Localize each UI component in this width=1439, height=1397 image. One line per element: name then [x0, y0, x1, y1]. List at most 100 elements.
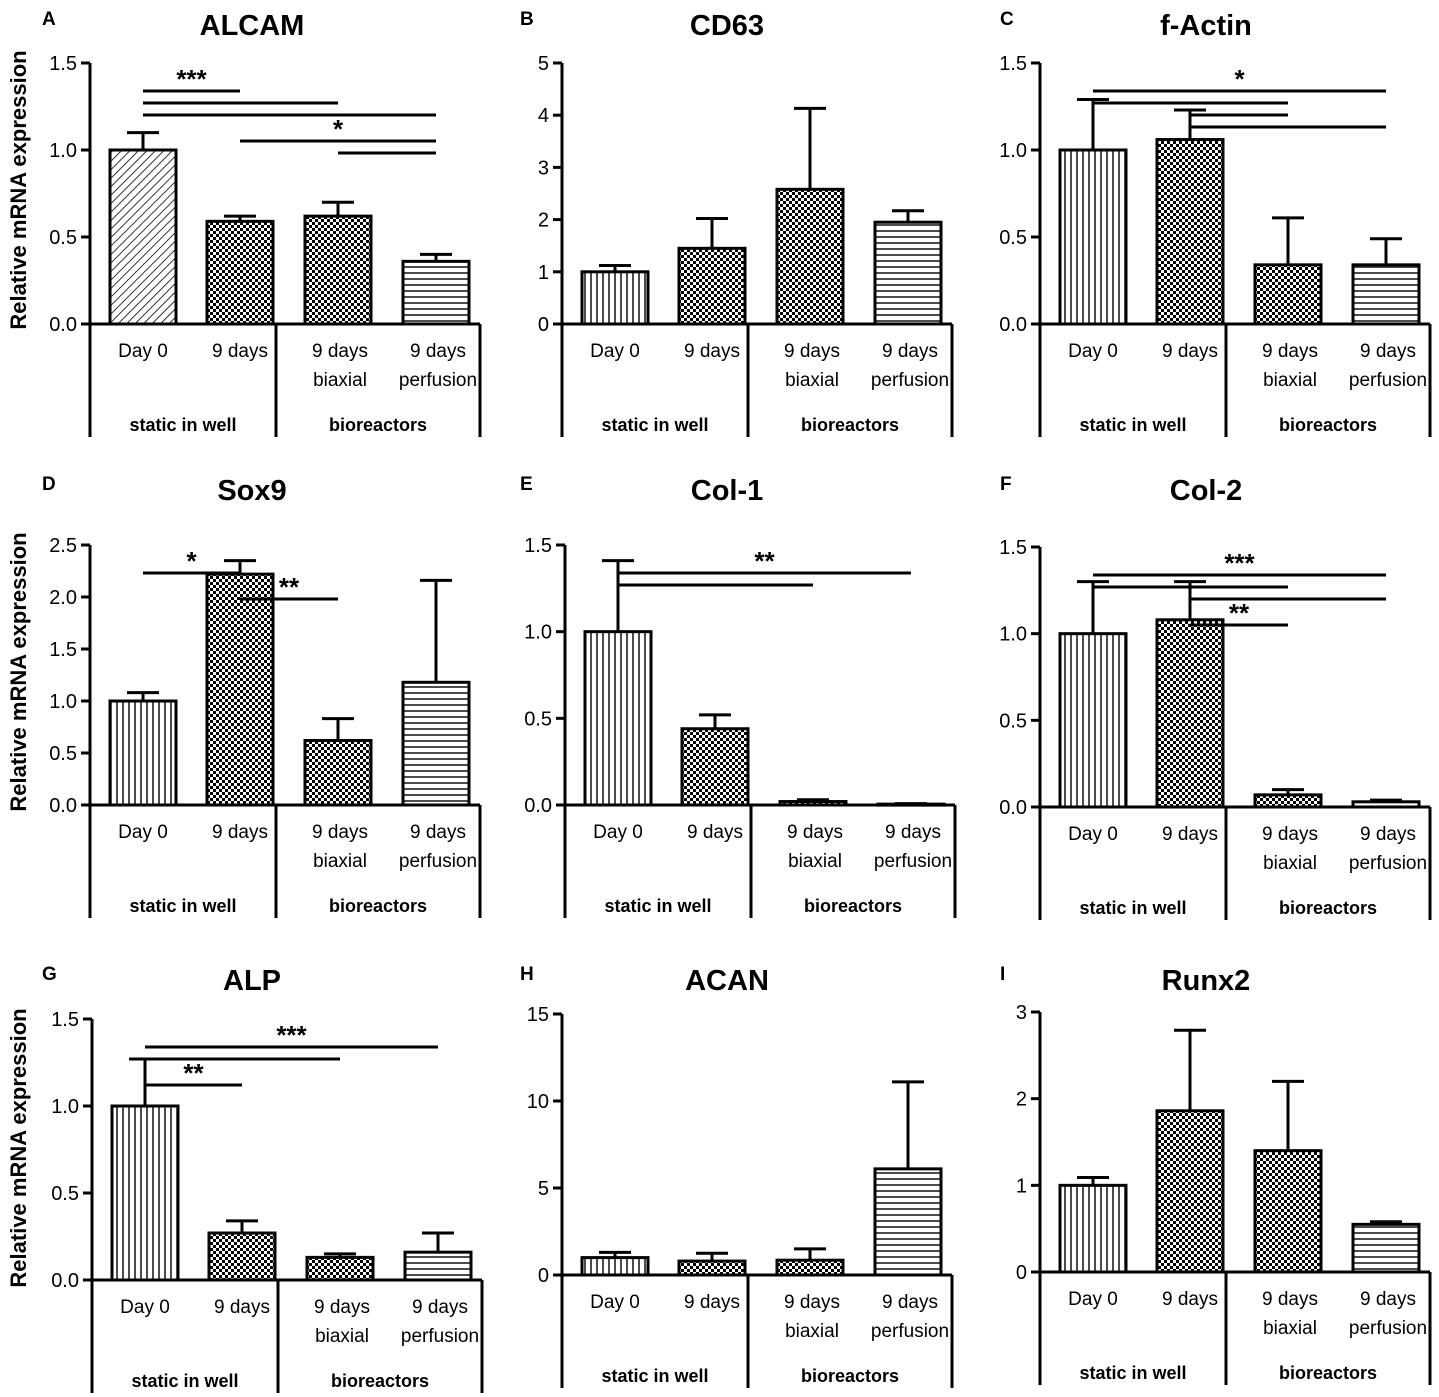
y-tick-label: 4 [538, 105, 549, 127]
group-label: static in well [601, 415, 708, 435]
y-tick-label: 0.0 [49, 314, 77, 336]
category-label: 9 days [1162, 1289, 1218, 1310]
bar [1058, 148, 1128, 326]
y-axis-title: Relative mRNA expression [6, 1008, 31, 1287]
category-label: 9 days [312, 822, 368, 843]
category-label: 9 days [1262, 341, 1318, 362]
y-tick-label: 0.0 [51, 1270, 79, 1292]
y-tick-label: 3 [538, 157, 549, 179]
y-tick-label: 1.5 [999, 537, 1027, 559]
group-label: static in well [129, 415, 236, 435]
panel-g: G ALP 0.0 0.5 1.0 1.5 Day 0 9 days 9 days biaxial… [42, 964, 484, 1393]
significance-label: * [1234, 64, 1245, 94]
category-label: 9 days [784, 1292, 840, 1313]
panel-letter: I [1000, 964, 1005, 985]
category-label: 9 days [1262, 1289, 1318, 1310]
panel-title: Sox9 [217, 475, 286, 507]
y-tick-label: 0.5 [51, 1183, 79, 1205]
group-label: static in well [601, 1366, 708, 1386]
panels-layer: A ALCAM 0.0 0.5 1.0 1.5 Day 0 9 days 9 days biaxi… [6, 9, 1432, 1393]
category-label: perfusion [874, 851, 952, 872]
bar [1155, 618, 1225, 809]
panel-title: CD63 [690, 10, 764, 42]
category-label: perfusion [871, 1321, 949, 1342]
significance-label: ** [183, 1058, 204, 1088]
panel-letter: B [520, 9, 534, 30]
y-tick-label: 0.0 [49, 795, 77, 817]
bar [873, 220, 943, 326]
category-label: 9 days [1162, 341, 1218, 362]
bar [108, 148, 178, 326]
group-label: bioreactors [801, 415, 899, 435]
panel-letter: H [520, 964, 534, 985]
category-label: biaxial [313, 370, 367, 391]
bar [1253, 263, 1323, 326]
panel-letter: A [42, 9, 56, 30]
y-tick-label: 1.0 [49, 140, 77, 162]
group-label: static in well [604, 896, 711, 916]
category-label: biaxial [788, 851, 842, 872]
bar [303, 214, 373, 326]
bar [1155, 1109, 1225, 1274]
category-label: 9 days [314, 1297, 370, 1318]
significance-label: ** [279, 572, 300, 602]
bar [680, 727, 750, 807]
category-label: 9 days [882, 341, 938, 362]
category-label: 9 days [684, 1292, 740, 1313]
category-label: 9 days [1262, 824, 1318, 845]
y-axis-title: Relative mRNA expression [6, 50, 31, 329]
panel-e: E Col-1 0.0 0.5 1.0 1.5 Day 0 9 days 9 days biaxi… [520, 474, 957, 918]
category-label: 9 days [885, 822, 941, 843]
group-label: bioreactors [801, 1366, 899, 1386]
category-label: biaxial [1263, 1318, 1317, 1339]
category-label: 9 days [882, 1292, 938, 1313]
y-tick-label: 0 [538, 1265, 549, 1287]
y-tick-label: 0 [538, 314, 549, 336]
group-label: bioreactors [329, 896, 427, 916]
panel-i: I Runx2 0 1 2 3 Day 0 9 days 9 days biaxial 9 days… [1000, 964, 1432, 1385]
category-label: Day 0 [1068, 824, 1118, 845]
bar [1351, 263, 1421, 326]
panel-title: ACAN [685, 965, 769, 997]
bar [108, 699, 178, 807]
group-label: static in well [129, 896, 236, 916]
group-label: bioreactors [331, 1371, 429, 1391]
bar [207, 1231, 277, 1282]
y-tick-label: 1.5 [51, 1009, 79, 1031]
bar [677, 246, 747, 326]
bar [1155, 138, 1225, 326]
bar [403, 1250, 473, 1282]
category-label: 9 days [410, 341, 466, 362]
significance-label: * [333, 114, 344, 144]
group-label: bioreactors [804, 896, 902, 916]
category-label: biaxial [1263, 370, 1317, 391]
category-label: 9 days [1360, 1289, 1416, 1310]
y-tick-label: 0.5 [999, 227, 1027, 249]
category-label: 9 days [312, 341, 368, 362]
category-label: 9 days [784, 341, 840, 362]
y-tick-label: 1.0 [51, 1096, 79, 1118]
panel-letter: D [42, 474, 56, 495]
group-label: bioreactors [1279, 1363, 1377, 1383]
category-label: 9 days [684, 341, 740, 362]
y-tick-label: 1.0 [999, 624, 1027, 646]
category-label: perfusion [1349, 370, 1427, 391]
y-tick-label: 1.5 [49, 53, 77, 75]
y-tick-label: 1.0 [524, 622, 552, 644]
bar [677, 1259, 747, 1277]
group-label: bioreactors [1279, 415, 1377, 435]
category-label: Day 0 [118, 822, 168, 843]
group-label: static in well [1079, 1363, 1186, 1383]
category-label: Day 0 [590, 1292, 640, 1313]
y-tick-label: 2.5 [49, 535, 77, 557]
bar [401, 259, 471, 326]
category-label: 9 days [412, 1297, 468, 1318]
category-label: biaxial [315, 1326, 369, 1347]
bar [1351, 1222, 1421, 1274]
category-label: 9 days [787, 822, 843, 843]
category-label: 9 days [687, 822, 743, 843]
category-label: perfusion [401, 1326, 479, 1347]
category-label: Day 0 [593, 822, 643, 843]
